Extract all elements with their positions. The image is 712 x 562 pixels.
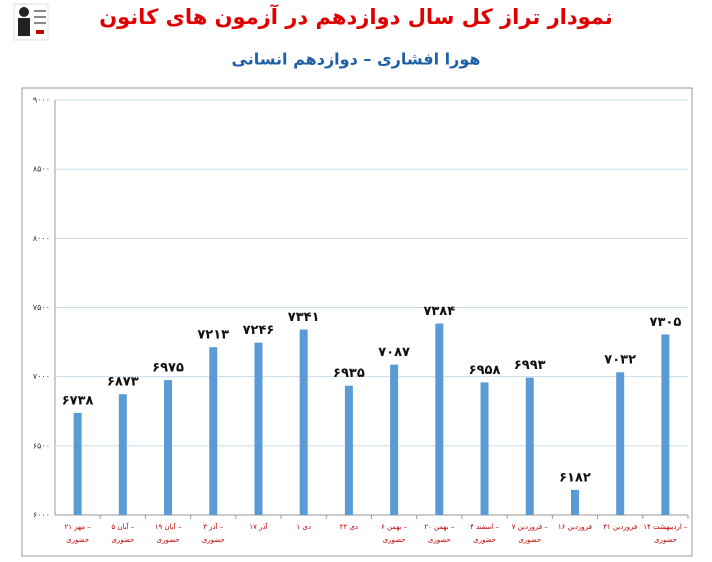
y-tick-label: ۹۰۰۰ — [33, 96, 50, 105]
bar — [73, 412, 82, 515]
value-label: ۷۳۸۴ — [423, 304, 455, 319]
bar — [344, 385, 353, 515]
x-tick-label: ۱۷ آذر — [249, 522, 268, 531]
value-label: ۶۸۷۳ — [107, 375, 139, 390]
x-tick-label: حضوری — [157, 536, 180, 544]
x-tick-label: حضوری — [518, 536, 541, 544]
value-label: ۷۰۳۲ — [604, 353, 636, 368]
bar — [118, 394, 127, 515]
logo — [13, 3, 49, 41]
chart-frame — [21, 87, 693, 557]
x-tick-label: حضوری — [428, 536, 451, 544]
bar — [616, 372, 625, 515]
x-tick-label: ۴ اسفند – — [470, 523, 499, 531]
x-tick-label: ۲۲ دی — [340, 523, 358, 531]
bar — [661, 334, 670, 515]
y-tick-label: ۶۵۰۰ — [33, 441, 50, 450]
bar — [570, 489, 579, 515]
y-tick-label: ۷۵۰۰ — [33, 303, 50, 312]
x-tick-label: حضوری — [66, 536, 89, 544]
x-tick-label: ۳۱ فروردین — [603, 523, 637, 531]
bar — [209, 347, 218, 515]
bar — [390, 364, 399, 515]
bar — [525, 377, 534, 515]
value-label: ۶۹۷۵ — [152, 361, 184, 376]
x-tick-label: ۱۶ فروردین — [558, 523, 592, 531]
value-label: ۷۲۴۶ — [243, 323, 275, 338]
x-tick-label: ۲۰ بهمن – — [424, 523, 455, 531]
x-tick-label: ۵ آبان – — [111, 522, 134, 531]
value-label: ۶۱۸۲ — [559, 470, 591, 485]
bar — [435, 323, 444, 515]
bar — [254, 342, 263, 515]
x-tick-label: حضوری — [202, 536, 225, 544]
value-label: ۷۳۴۱ — [288, 310, 320, 325]
value-label: ۶۹۳۵ — [333, 366, 365, 381]
chart-title: نمودار تراز کل سال دوازدهم در آزمون های … — [99, 4, 613, 29]
value-label: ۶۷۳۸ — [62, 393, 94, 408]
x-tick-label: ۱۹ آبان – — [155, 522, 182, 531]
value-label: ۶۹۹۳ — [514, 358, 546, 373]
x-tick-label: ۱۴ اردیبهشت – — [643, 523, 688, 531]
x-tick-label: حضوری — [111, 536, 134, 544]
x-tick-label: ۷ فروردین – — [512, 523, 549, 531]
chart-subtitle: هورا افشاری – دوازدهم انسانی — [232, 50, 481, 69]
y-tick-label: ۸۰۰۰ — [33, 234, 50, 243]
x-tick-label: ۲۱ مهر – — [64, 523, 91, 531]
value-label: ۷۲۱۳ — [197, 328, 229, 343]
y-tick-label: ۸۵۰۰ — [33, 165, 50, 174]
bar — [164, 380, 173, 515]
x-tick-label: حضوری — [473, 536, 496, 544]
y-tick-label: ۶۰۰۰ — [33, 511, 50, 520]
x-tick-label: ۶ بهمن – — [381, 523, 408, 531]
x-tick-label: حضوری — [654, 536, 677, 544]
value-label: ۷۳۰۵ — [650, 315, 682, 330]
x-tick-label: ۳ آذر – — [203, 522, 224, 531]
value-label: ۶۹۵۸ — [469, 363, 501, 378]
bar — [480, 382, 489, 515]
x-tick-label: ۱ دی — [296, 523, 311, 531]
y-tick-label: ۷۰۰۰ — [33, 372, 50, 381]
x-tick-label: حضوری — [383, 536, 406, 544]
bar — [299, 329, 308, 515]
value-label: ۷۰۸۷ — [378, 345, 410, 360]
